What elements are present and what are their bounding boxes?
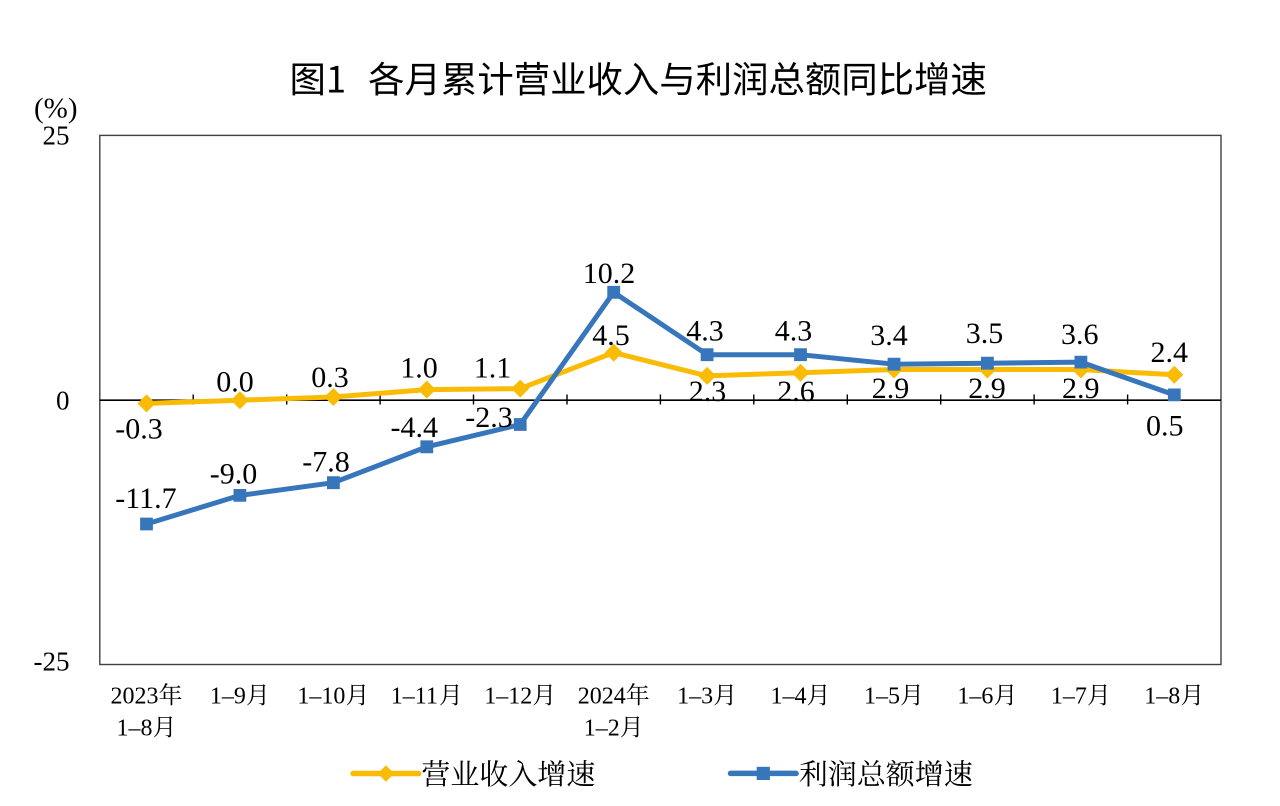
svg-text:1–7: 1–7 xyxy=(1051,684,1087,710)
svg-text:4.3: 4.3 xyxy=(775,315,813,348)
svg-text:-4.4: -4.4 xyxy=(391,411,439,444)
svg-text:(%): (%) xyxy=(34,93,77,125)
svg-text:1–4: 1–4 xyxy=(771,684,807,710)
svg-text:1–2: 1–2 xyxy=(584,716,620,742)
svg-text:2.3: 2.3 xyxy=(689,375,727,408)
svg-text:3.6: 3.6 xyxy=(1061,318,1099,351)
svg-text:1–3: 1–3 xyxy=(677,684,713,710)
svg-text:-0.3: -0.3 xyxy=(115,413,163,446)
svg-text:1–11: 1–11 xyxy=(391,684,438,710)
svg-text:-9.0: -9.0 xyxy=(210,457,258,490)
svg-text:1–10: 1–10 xyxy=(297,684,345,710)
svg-text:2023: 2023 xyxy=(111,684,159,710)
svg-text:1–9: 1–9 xyxy=(210,684,246,710)
svg-text:1–6: 1–6 xyxy=(957,684,993,710)
svg-text:1–5: 1–5 xyxy=(864,684,900,710)
svg-text:1–8: 1–8 xyxy=(1144,684,1180,710)
svg-text:-7.8: -7.8 xyxy=(302,446,350,479)
svg-text:3.4: 3.4 xyxy=(870,319,908,352)
svg-text:0: 0 xyxy=(56,386,70,416)
svg-text:0.0: 0.0 xyxy=(216,365,254,398)
svg-text:2024: 2024 xyxy=(578,684,626,710)
svg-text:3.5: 3.5 xyxy=(966,317,1004,350)
svg-text:4.5: 4.5 xyxy=(592,319,630,352)
svg-text:2.9: 2.9 xyxy=(968,372,1006,405)
svg-text:2.9: 2.9 xyxy=(872,372,910,405)
svg-text:4.3: 4.3 xyxy=(686,315,724,348)
svg-text:1–8: 1–8 xyxy=(117,716,153,742)
svg-text:2.4: 2.4 xyxy=(1151,336,1189,369)
svg-text:10.2: 10.2 xyxy=(583,257,636,290)
svg-text:1–12: 1–12 xyxy=(484,684,532,710)
svg-text:2.9: 2.9 xyxy=(1062,372,1100,405)
svg-text:0.3: 0.3 xyxy=(311,361,349,394)
svg-text:0.5: 0.5 xyxy=(1146,410,1184,443)
svg-text:-11.7: -11.7 xyxy=(115,482,176,515)
svg-text:2.6: 2.6 xyxy=(777,375,815,408)
svg-text:1.1: 1.1 xyxy=(474,352,512,385)
svg-text:1.0: 1.0 xyxy=(400,352,438,385)
svg-text:25: 25 xyxy=(43,120,70,150)
svg-text:-2.3: -2.3 xyxy=(465,401,513,434)
svg-text:-25: -25 xyxy=(34,647,70,677)
